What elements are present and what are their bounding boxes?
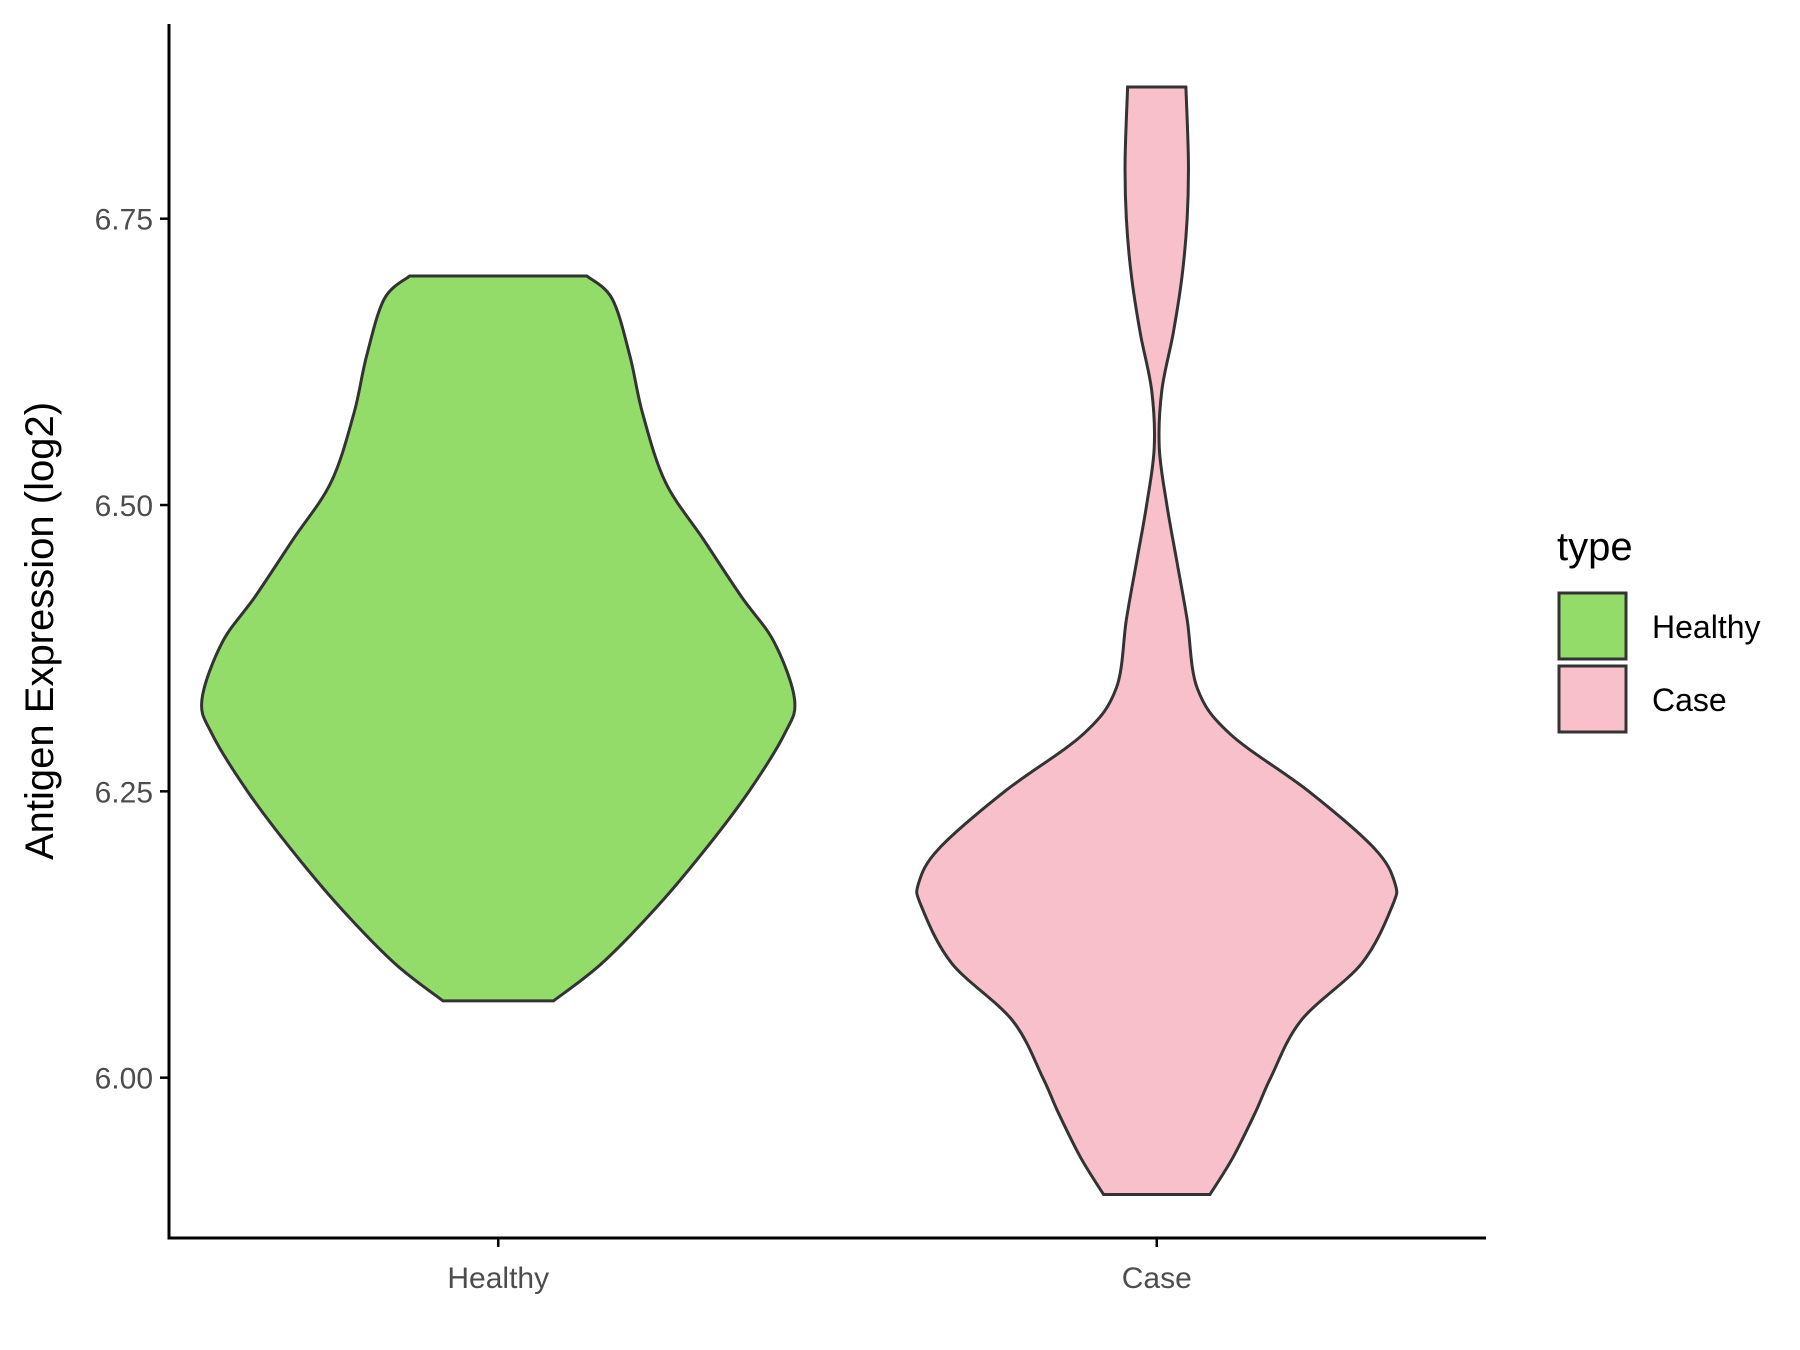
violin-case — [915, 85, 1399, 1196]
violin-healthy — [200, 274, 797, 1003]
x-tick-label: Healthy — [447, 1262, 549, 1295]
y-tick-label: 6.00 — [95, 1063, 153, 1096]
legend-title: type — [1557, 525, 1633, 569]
y-axis-ticks: 6.00 6.25 6.50 6.75 — [95, 204, 169, 1096]
legend-label-healthy: Healthy — [1652, 609, 1761, 645]
y-axis-title: Antigen Expression (log2) — [18, 402, 62, 860]
legend-label-case: Case — [1652, 682, 1727, 718]
y-tick-label: 6.75 — [95, 204, 153, 237]
legend-key-healthy — [1557, 591, 1628, 661]
legend-key-case — [1557, 664, 1628, 734]
x-axis-ticks: Healthy Case — [447, 1238, 1192, 1295]
y-tick-label: 6.50 — [95, 490, 153, 523]
x-tick-label: Case — [1122, 1262, 1192, 1295]
y-tick-label: 6.25 — [95, 776, 153, 809]
violin-layer — [200, 85, 1399, 1196]
legend: type Healthy Case — [1557, 525, 1761, 734]
